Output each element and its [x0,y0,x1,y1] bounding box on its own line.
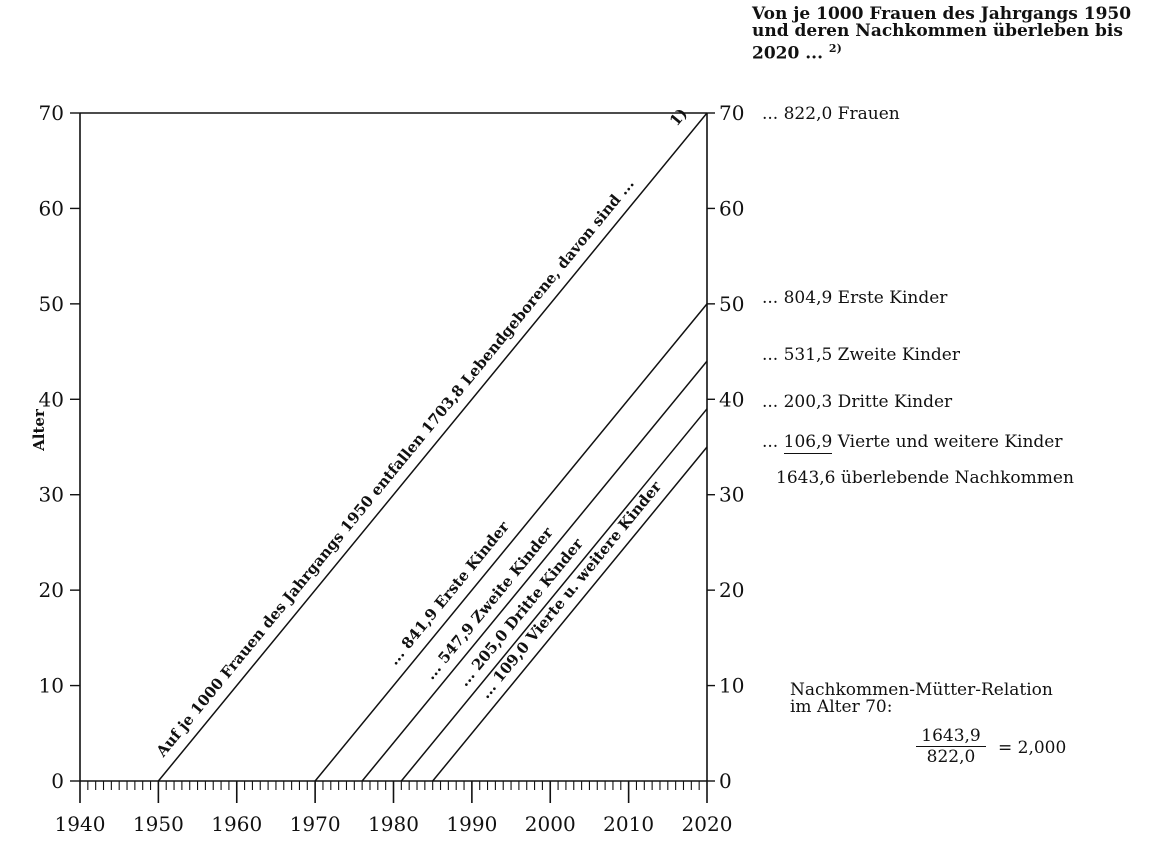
relation-line-2: im Alter 70: [790,697,893,717]
header-line-1: Von je 1000 Frauen des Jahrgangs 1950 [752,4,1132,24]
header-footnote: 2) [828,42,842,55]
y-right-tick-label: 40 [719,387,744,411]
survivor-second-children: ... 531,5 Zweite Kinder [762,345,960,365]
y-right-tick-label: 30 [719,483,744,507]
y-right-tick-label: 60 [719,196,744,220]
survivor-fourth-children: ... 106,9 Vierte und weitere Kinder [762,432,1063,454]
cohort-line-1 [157,112,708,782]
y-left-tick-label: 60 [39,196,64,220]
relation-block: Nachkommen-Mütter-Relation im Alter 70: [790,682,1053,716]
y-right-tick-label: 70 [719,101,744,125]
relation-result: = 2,000 [998,738,1067,758]
y-right-tick-label: 0 [719,769,732,793]
y-left-tick-label: 10 [39,674,64,698]
cohort-line-2 [314,303,708,782]
y-left-tick-label: 40 [39,387,64,411]
y-left-tick-label: 20 [39,578,64,602]
survivor-women: ... 822,0 Frauen [762,104,900,124]
y-right-tick-label: 20 [719,578,744,602]
relation-line-1: Nachkommen-Mütter-Relation [790,680,1053,700]
y-axis-right: 0 10 20 30 40 50 60 70 [707,101,744,793]
header-line-2: und deren Nachkommen überleben bis [752,21,1123,41]
cohort-line-4 [400,408,708,782]
survivor-header: Von je 1000 Frauen des Jahrgangs 1950 un… [752,6,1131,63]
y-left-tick-label: 70 [39,101,64,125]
line-label-1: Auf je 1000 Frauen des Jahrgangs 1950 en… [152,175,638,761]
survivor-fourth-value: 106,9 [783,432,833,454]
line-labels: Auf je 1000 Frauen des Jahrgangs 1950 en… [152,105,691,761]
x-tick-label: 2020 [682,812,733,836]
x-tick-label: 1940 [55,812,106,836]
y-axis-label: Alter [30,408,48,452]
y-left-tick-label: 30 [39,483,64,507]
relation-fraction: 1643,9 822,0 [916,726,986,767]
relation-denominator: 822,0 [926,747,976,767]
x-axis: 1940 1950 1960 1970 1980 1990 2000 2010 2020 [55,781,733,836]
cohort-line-5 [432,446,708,782]
cohort-lines [157,112,708,782]
line-label-footnote: 1) [666,105,691,130]
x-tick-label: 1990 [446,812,497,836]
relation-numerator: 1643,9 [916,726,986,747]
survivor-total-label: überlebende Nachkommen [840,468,1074,488]
x-tick-label: 1980 [368,812,419,836]
y-left-tick-label: 0 [51,769,64,793]
survivor-total-value: 1643,6 [776,468,836,488]
x-tick-label: 2010 [603,812,654,836]
cohort-line-3 [361,360,708,782]
x-tick-label: 1950 [133,812,184,836]
y-right-tick-label: 50 [719,292,744,316]
y-axis-left: 0 10 20 30 40 50 60 70 [39,101,80,793]
survivor-total: 1643,6 überlebende Nachkommen [776,468,1074,488]
y-right-tick-label: 10 [719,674,744,698]
header-line-3: 2020 ... 2) [752,42,842,64]
x-tick-label: 1970 [290,812,341,836]
x-tick-label: 1960 [211,812,262,836]
survivor-first-children: ... 804,9 Erste Kinder [762,288,948,308]
survivor-third-children: ... 200,3 Dritte Kinder [762,392,953,412]
x-tick-label: 2000 [525,812,576,836]
y-left-tick-label: 50 [39,292,64,316]
